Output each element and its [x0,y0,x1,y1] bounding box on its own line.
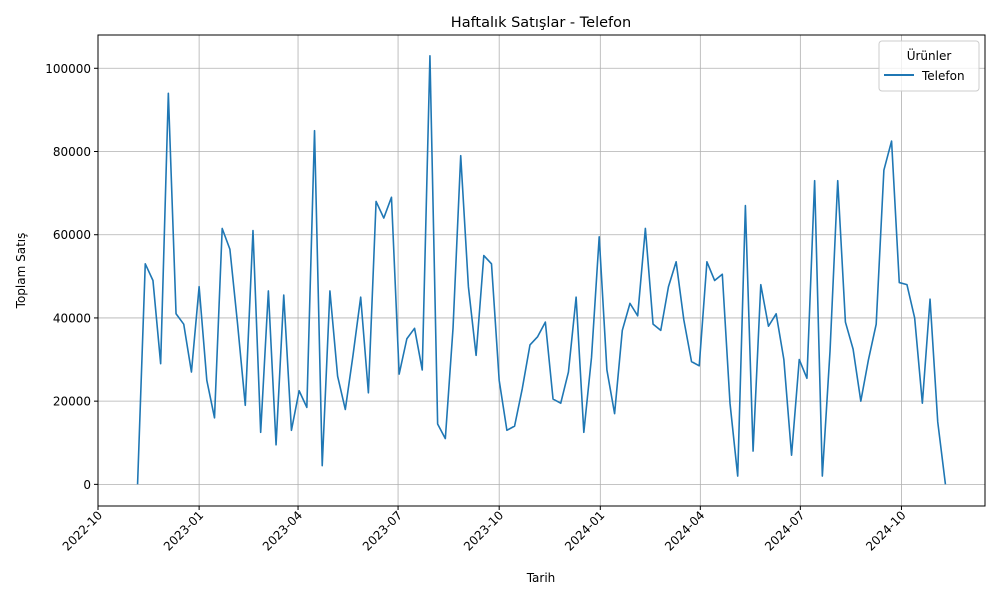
x-tick-label: 2023-04 [260,508,305,553]
x-tick-label: 2024-01 [562,508,607,553]
x-tick-label: 2023-01 [161,508,206,553]
x-tick-label: 2023-10 [461,508,506,553]
y-tick-label: 100000 [45,62,91,76]
legend-box [878,40,980,92]
x-axis-label: Tarih [526,571,556,585]
legend-title: Ürünler [907,47,952,63]
legend-entry-telefon: Telefon [921,69,965,83]
x-axis: 2022-10 2023-01 2023-04 2023-07 2023-10 2024-… [60,506,909,554]
x-tick-label: 2023-07 [360,508,405,553]
x-tick-label: 2024-07 [762,508,807,553]
plot-area-frame [97,34,986,507]
y-axis: 0 20000 40000 60000 80000 100000 [45,62,98,492]
x-tick-label: 2024-10 [863,508,908,553]
y-tick-label: 20000 [53,395,91,409]
y-tick-label: 40000 [53,311,91,325]
chart-title: Haftalık Satışlar - Telefon [451,15,631,31]
series-lines [136,54,947,485]
gridlines [97,35,985,506]
y-tick-label: 80000 [53,145,91,159]
y-tick-label: 0 [83,478,91,492]
y-axis-label: Toplam Satış [14,233,28,310]
x-tick-label: 2024-04 [662,508,707,553]
y-tick-label: 60000 [53,228,91,242]
x-tick-label: 2022-10 [60,508,105,553]
legend: Ürünler Telefon [878,40,980,92]
series-line-telefon [136,54,947,485]
